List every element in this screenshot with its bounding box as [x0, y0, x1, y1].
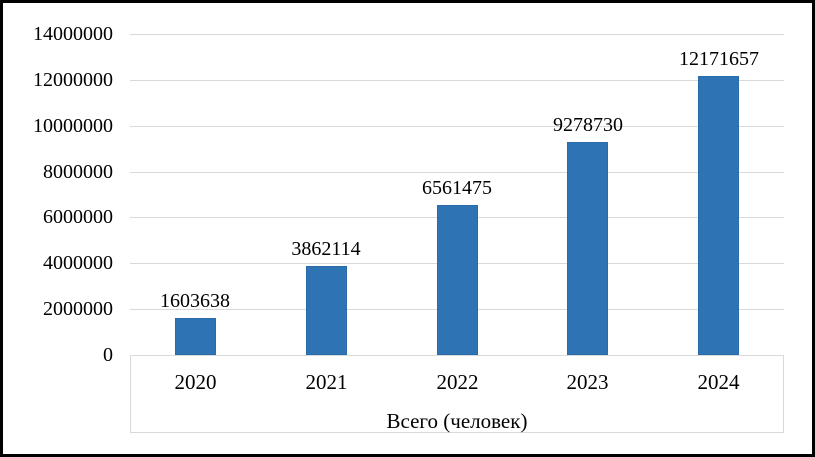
data-label-2024: 12171657: [679, 48, 759, 70]
gridline: [130, 172, 784, 173]
gridline: [130, 80, 784, 81]
bar-2023: [567, 142, 608, 355]
data-label-2021: 3862114: [291, 238, 361, 260]
y-tick-label: 6000000: [43, 206, 113, 228]
bar-2022: [437, 205, 478, 355]
y-tick-label: 4000000: [43, 252, 113, 274]
bar-2021: [306, 266, 347, 355]
x-tick-label-2022: 2022: [436, 370, 479, 394]
x-axis-title: Всего (человек): [386, 409, 528, 433]
x-tick-label-2021: 2021: [305, 370, 348, 394]
y-tick-label: 14000000: [33, 23, 113, 45]
x-tick-label-2020: 2020: [174, 370, 217, 394]
gridline: [130, 34, 784, 35]
bar-2020: [175, 318, 216, 355]
x-tick-label-2023: 2023: [566, 370, 609, 394]
y-tick-label: 0: [103, 344, 113, 366]
y-tick-label: 2000000: [43, 298, 113, 320]
data-label-2022: 6561475: [422, 177, 492, 199]
y-tick-label: 10000000: [33, 115, 113, 137]
gridline: [130, 126, 784, 127]
data-label-2020: 1603638: [160, 290, 230, 312]
bar-2024: [698, 76, 739, 355]
x-tick-label-2024: 2024: [697, 370, 740, 394]
x-axis-label-box: [130, 355, 784, 433]
data-label-2023: 9278730: [553, 114, 623, 136]
y-tick-label: 8000000: [43, 161, 113, 183]
y-tick-label: 12000000: [33, 69, 113, 91]
